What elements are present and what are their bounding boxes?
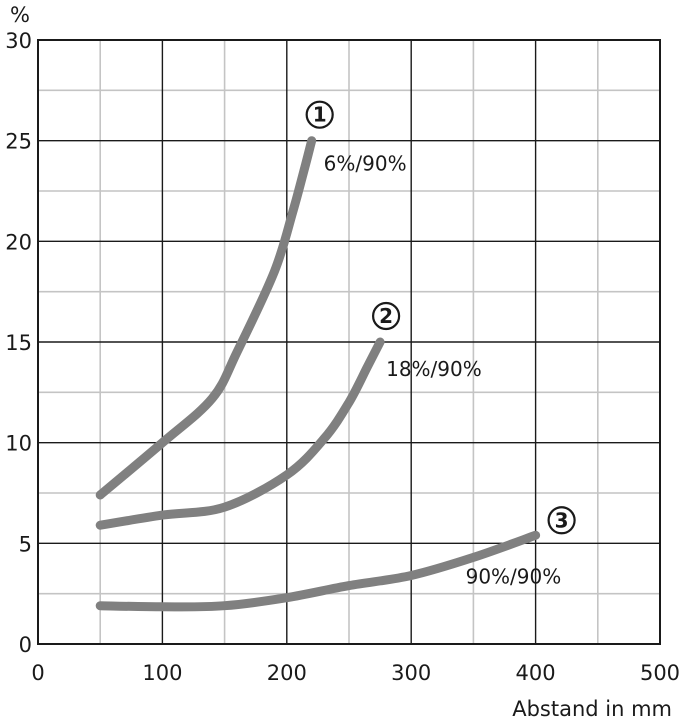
- series-line-1: [95, 136, 317, 500]
- x-tick-label: 100: [142, 661, 182, 685]
- x-axis-label: Abstand in mm: [512, 697, 672, 720]
- y-tick-label: 5: [19, 532, 32, 556]
- y-tick-label: 30: [5, 29, 32, 53]
- x-tick-label: 500: [640, 661, 680, 685]
- series-label: 6%/90%: [324, 152, 407, 176]
- grid-major: [38, 40, 660, 644]
- series-marker-circle: [372, 301, 401, 331]
- series-line-3: [95, 530, 541, 612]
- y-tick-label: 0: [19, 633, 32, 657]
- series-label: 90%/90%: [466, 564, 562, 588]
- y-tick-labels: 0 5 10 15 20 25 30: [5, 29, 32, 657]
- y-tick-label: 10: [5, 432, 32, 456]
- x-tick-label: 200: [267, 661, 307, 685]
- series-marker-number: 1: [313, 103, 327, 127]
- plot-frame: [37, 39, 661, 645]
- x-tick-label: 300: [391, 661, 431, 685]
- y-tick-label: 25: [5, 130, 32, 154]
- y-axis-label: %: [10, 3, 30, 27]
- y-tick-label: 20: [5, 230, 32, 254]
- x-tick-label: 0: [31, 661, 44, 685]
- series-marker-circle: [547, 506, 576, 535]
- series-marker-circle: [305, 100, 334, 129]
- series-marker-number: 3: [555, 508, 569, 532]
- series-marker-number: 2: [379, 304, 393, 328]
- series-line-2: [95, 337, 385, 530]
- curve-labels: 1 6%/90% 2 18%/90% 3 90%/90%: [305, 100, 576, 588]
- x-tick-label: 400: [516, 661, 556, 685]
- series-label: 18%/90%: [386, 357, 482, 381]
- y-tick-label: 15: [5, 331, 32, 355]
- x-tick-labels: 0 100 200 300 400 500: [31, 661, 680, 685]
- series-layer: [95, 136, 541, 612]
